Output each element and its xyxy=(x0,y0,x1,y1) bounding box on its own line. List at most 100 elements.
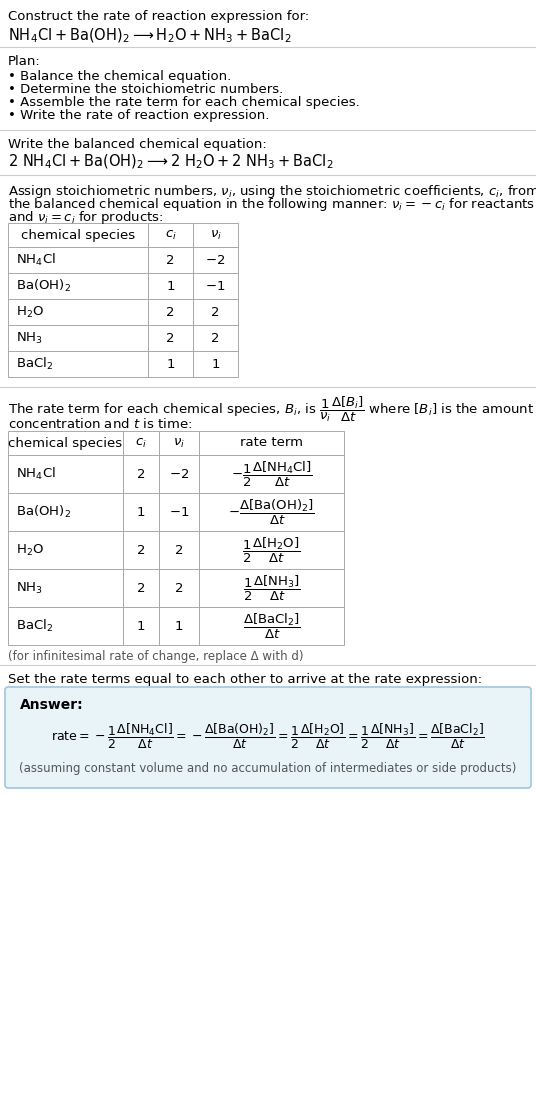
Text: • Write the rate of reaction expression.: • Write the rate of reaction expression. xyxy=(8,109,270,122)
Text: (assuming constant volume and no accumulation of intermediates or side products): (assuming constant volume and no accumul… xyxy=(19,761,517,775)
Text: 2: 2 xyxy=(175,543,183,557)
Bar xyxy=(123,569,159,607)
Text: $\nu_i$: $\nu_i$ xyxy=(173,436,185,450)
Text: $-2$: $-2$ xyxy=(205,253,226,267)
Bar xyxy=(193,299,238,325)
Text: $\dfrac{1}{2}\dfrac{\Delta[\mathrm{H_2O}]}{\Delta t}$: $\dfrac{1}{2}\dfrac{\Delta[\mathrm{H_2O}… xyxy=(242,536,301,564)
Text: 2: 2 xyxy=(166,332,175,345)
Text: $-1$: $-1$ xyxy=(205,280,226,292)
Bar xyxy=(159,493,199,531)
Bar xyxy=(148,247,193,273)
Text: 1: 1 xyxy=(175,619,183,633)
Bar xyxy=(148,352,193,377)
Bar xyxy=(193,352,238,377)
Bar xyxy=(159,607,199,645)
Text: 2: 2 xyxy=(166,253,175,267)
Text: $\mathrm{NH_3}$: $\mathrm{NH_3}$ xyxy=(16,581,43,595)
Text: $\dfrac{\Delta[\mathrm{BaCl_2}]}{\Delta t}$: $\dfrac{\Delta[\mathrm{BaCl_2}]}{\Delta … xyxy=(243,612,301,640)
Text: $\mathrm{H_2O}$: $\mathrm{H_2O}$ xyxy=(16,542,44,558)
Text: $\mathrm{NH_3}$: $\mathrm{NH_3}$ xyxy=(16,331,43,346)
Text: $\nu_i$: $\nu_i$ xyxy=(210,228,221,241)
Text: $\dfrac{1}{2}\dfrac{\Delta[\mathrm{NH_3}]}{\Delta t}$: $\dfrac{1}{2}\dfrac{\Delta[\mathrm{NH_3}… xyxy=(243,573,300,603)
Text: Set the rate terms equal to each other to arrive at the rate expression:: Set the rate terms equal to each other t… xyxy=(8,673,482,687)
Text: (for infinitesimal rate of change, replace Δ with d): (for infinitesimal rate of change, repla… xyxy=(8,650,303,663)
Bar xyxy=(148,299,193,325)
Text: $\mathrm{BaCl_2}$: $\mathrm{BaCl_2}$ xyxy=(16,618,53,634)
Text: 2: 2 xyxy=(211,332,220,345)
Text: $\mathrm{NH_4Cl}$: $\mathrm{NH_4Cl}$ xyxy=(16,252,56,268)
Bar xyxy=(123,455,159,493)
Text: • Determine the stoichiometric numbers.: • Determine the stoichiometric numbers. xyxy=(8,83,283,96)
Bar xyxy=(148,273,193,299)
Text: $c_i$: $c_i$ xyxy=(135,436,147,450)
FancyBboxPatch shape xyxy=(5,687,531,788)
Bar xyxy=(123,531,159,569)
Text: $\mathrm{BaCl_2}$: $\mathrm{BaCl_2}$ xyxy=(16,356,53,372)
Text: $-\dfrac{\Delta[\mathrm{Ba(OH)_2}]}{\Delta t}$: $-\dfrac{\Delta[\mathrm{Ba(OH)_2}]}{\Del… xyxy=(228,497,315,527)
Text: $\mathrm{rate} = -\dfrac{1}{2}\dfrac{\Delta[\mathrm{NH_4Cl}]}{\Delta t} = -\dfra: $\mathrm{rate} = -\dfrac{1}{2}\dfrac{\De… xyxy=(51,722,485,750)
Text: 1: 1 xyxy=(137,506,145,519)
Text: 2: 2 xyxy=(137,543,145,557)
Text: Plan:: Plan: xyxy=(8,55,41,68)
Text: and $\nu_i = c_i$ for products:: and $\nu_i = c_i$ for products: xyxy=(8,209,163,226)
Text: $\mathrm{H_2O}$: $\mathrm{H_2O}$ xyxy=(16,304,44,320)
Text: 1: 1 xyxy=(137,619,145,633)
Text: the balanced chemical equation in the following manner: $\nu_i = -c_i$ for react: the balanced chemical equation in the fo… xyxy=(8,196,535,213)
Bar xyxy=(199,431,344,455)
Bar xyxy=(159,431,199,455)
Text: concentration and $t$ is time:: concentration and $t$ is time: xyxy=(8,417,192,431)
Text: 2: 2 xyxy=(175,582,183,594)
Text: 1: 1 xyxy=(211,357,220,370)
Text: $\mathrm{NH_4Cl}$: $\mathrm{NH_4Cl}$ xyxy=(16,466,56,482)
Bar xyxy=(199,531,344,569)
Text: 1: 1 xyxy=(166,357,175,370)
Text: 1: 1 xyxy=(166,280,175,292)
Text: $\mathrm{NH_4Cl + Ba(OH)_2 \longrightarrow H_2O + NH_3 + BaCl_2}$: $\mathrm{NH_4Cl + Ba(OH)_2 \longrightarr… xyxy=(8,28,292,45)
Bar xyxy=(193,223,238,247)
Bar xyxy=(8,431,123,455)
Bar xyxy=(199,493,344,531)
Text: $\mathrm{2\ NH_4Cl + Ba(OH)_2 \longrightarrow 2\ H_2O + 2\ NH_3 + BaCl_2}$: $\mathrm{2\ NH_4Cl + Ba(OH)_2 \longright… xyxy=(8,153,333,172)
Bar xyxy=(8,607,123,645)
Text: The rate term for each chemical species, $B_i$, is $\dfrac{1}{\nu_i}\dfrac{\Delt: The rate term for each chemical species,… xyxy=(8,395,534,424)
Text: $-1$: $-1$ xyxy=(169,506,189,519)
Text: chemical species: chemical species xyxy=(9,436,123,450)
Text: Assign stoichiometric numbers, $\nu_i$, using the stoichiometric coefficients, $: Assign stoichiometric numbers, $\nu_i$, … xyxy=(8,183,536,199)
Bar xyxy=(8,223,148,247)
Bar xyxy=(8,569,123,607)
Bar xyxy=(148,223,193,247)
Bar xyxy=(8,247,148,273)
Text: 2: 2 xyxy=(211,305,220,318)
Text: Answer:: Answer: xyxy=(20,698,84,712)
Text: • Balance the chemical equation.: • Balance the chemical equation. xyxy=(8,71,231,83)
Text: rate term: rate term xyxy=(240,436,303,450)
Bar xyxy=(199,569,344,607)
Bar xyxy=(123,431,159,455)
Bar xyxy=(199,455,344,493)
Bar xyxy=(123,493,159,531)
Bar xyxy=(199,607,344,645)
Text: $-2$: $-2$ xyxy=(169,467,189,480)
Text: • Assemble the rate term for each chemical species.: • Assemble the rate term for each chemic… xyxy=(8,96,360,109)
Text: chemical species: chemical species xyxy=(21,228,135,241)
Bar xyxy=(159,569,199,607)
Text: 2: 2 xyxy=(137,582,145,594)
Bar xyxy=(8,299,148,325)
Text: Write the balanced chemical equation:: Write the balanced chemical equation: xyxy=(8,138,267,151)
Bar xyxy=(159,531,199,569)
Text: $-\dfrac{1}{2}\dfrac{\Delta[\mathrm{NH_4Cl}]}{\Delta t}$: $-\dfrac{1}{2}\dfrac{\Delta[\mathrm{NH_4… xyxy=(230,460,312,488)
Bar xyxy=(193,273,238,299)
Bar xyxy=(148,325,193,352)
Bar xyxy=(193,325,238,352)
Bar xyxy=(8,493,123,531)
Bar xyxy=(123,607,159,645)
Text: 2: 2 xyxy=(166,305,175,318)
Bar xyxy=(8,273,148,299)
Text: 2: 2 xyxy=(137,467,145,480)
Text: $\mathrm{Ba(OH)_2}$: $\mathrm{Ba(OH)_2}$ xyxy=(16,504,71,520)
Bar xyxy=(8,325,148,352)
Bar xyxy=(8,352,148,377)
Text: Construct the rate of reaction expression for:: Construct the rate of reaction expressio… xyxy=(8,10,309,23)
Text: $c_i$: $c_i$ xyxy=(165,228,176,241)
Bar xyxy=(193,247,238,273)
